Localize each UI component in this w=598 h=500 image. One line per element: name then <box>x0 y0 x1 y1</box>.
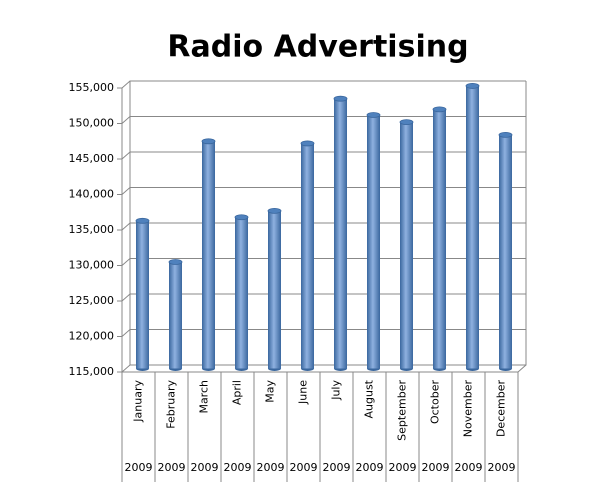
bar-top <box>201 138 216 145</box>
grid-line <box>121 151 526 160</box>
y-tick-label: 145,000 <box>69 152 115 165</box>
bar-top <box>300 140 315 147</box>
x-tick-label: April <box>231 380 244 405</box>
chart-title: Radio Advertising <box>167 30 468 65</box>
category-group-label: 2009 <box>389 461 417 474</box>
bar-top <box>267 207 282 214</box>
y-tick-label: 150,000 <box>69 117 115 130</box>
x-tick-label: June <box>297 380 310 405</box>
bar-top <box>234 214 249 221</box>
x-tick-label: October <box>429 380 442 424</box>
bar-top <box>465 83 480 89</box>
bar <box>499 134 512 369</box>
bar-top <box>135 217 150 224</box>
x-tick-label: September <box>396 380 409 441</box>
category-group-label: 2009 <box>356 461 384 474</box>
x-tick-label: August <box>363 379 376 418</box>
bar <box>268 210 281 369</box>
category-group-label: 2009 <box>257 461 285 474</box>
y-tick-label: 125,000 <box>69 294 115 307</box>
bar <box>433 109 446 369</box>
bar-top <box>168 259 183 265</box>
grid-line <box>121 293 526 302</box>
bar-top <box>432 106 447 113</box>
y-tick-label: 140,000 <box>69 188 115 201</box>
y-tick-label: 120,000 <box>69 330 115 343</box>
category-group-label: 2009 <box>158 461 186 474</box>
grid-line <box>121 364 526 373</box>
bar <box>367 115 380 369</box>
bar <box>334 98 347 369</box>
bar <box>169 262 182 369</box>
category-group-label: 2009 <box>455 461 483 474</box>
bar <box>400 122 413 369</box>
category-group-label: 2009 <box>125 461 153 474</box>
grid-line <box>121 116 526 124</box>
bar <box>301 143 314 369</box>
bar-top <box>498 132 513 138</box>
bar <box>235 217 248 369</box>
y-tick-label: 130,000 <box>69 259 115 272</box>
bar-top <box>333 95 348 102</box>
grid-line <box>121 80 526 89</box>
grid-line <box>121 222 526 231</box>
category-group-label: 2009 <box>488 461 516 474</box>
bar <box>466 85 479 369</box>
x-tick-label: July <box>330 380 343 401</box>
category-group-label: 2009 <box>224 461 252 474</box>
x-tick-label: February <box>165 380 178 429</box>
floor <box>122 364 527 373</box>
x-tick-label: December <box>495 380 508 438</box>
bar-top <box>399 119 414 126</box>
grid-line <box>121 329 526 337</box>
x-tick-label: March <box>198 380 211 414</box>
grid-line <box>121 258 526 266</box>
y-tick-label: 115,000 <box>69 365 115 378</box>
category-group-label: 2009 <box>191 461 219 474</box>
category-group-label: 2009 <box>422 461 450 474</box>
x-tick-label: January <box>132 380 145 423</box>
bar-top <box>366 112 381 118</box>
category-group-label: 2009 <box>290 461 318 474</box>
x-tick-label: May <box>264 380 277 403</box>
y-tick-label: 155,000 <box>69 81 115 94</box>
y-tick-label: 135,000 <box>69 223 115 236</box>
category-group-label: 2009 <box>323 461 351 474</box>
x-tick-label: November <box>462 380 475 438</box>
grid-line <box>121 187 526 195</box>
bar <box>202 141 215 369</box>
bar <box>136 220 149 369</box>
